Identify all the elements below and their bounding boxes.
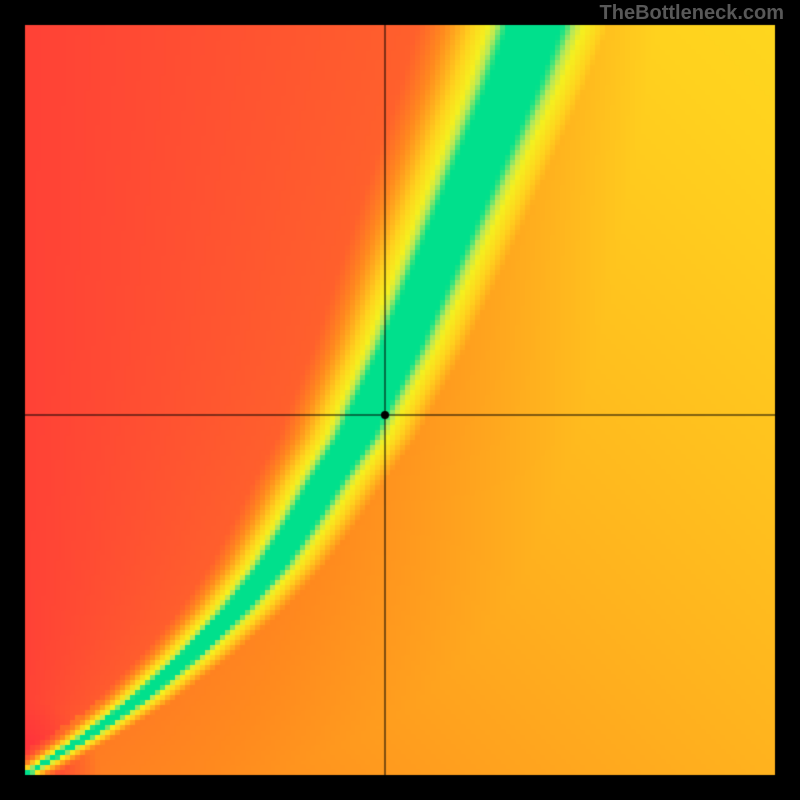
chart-root: TheBottleneck.com — [0, 0, 800, 800]
heatmap-canvas — [0, 0, 800, 800]
watermark-text: TheBottleneck.com — [600, 2, 784, 25]
